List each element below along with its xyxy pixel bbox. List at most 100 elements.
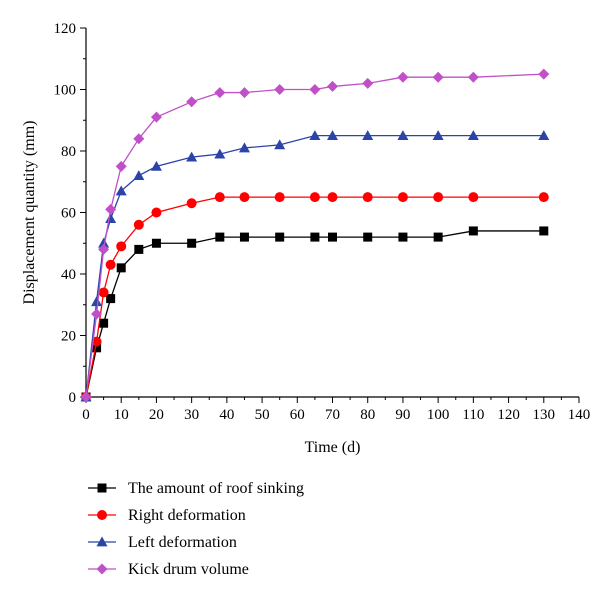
legend-label: The amount of roof sinking bbox=[128, 480, 304, 497]
x-tick-label: 80 bbox=[360, 407, 375, 423]
x-tick-label: 110 bbox=[462, 407, 484, 423]
data-point bbox=[186, 198, 197, 209]
data-point bbox=[133, 219, 144, 230]
x-tick-label: 0 bbox=[82, 407, 90, 423]
legend-marker bbox=[97, 483, 107, 493]
x-tick-label: 130 bbox=[533, 407, 556, 423]
data-point bbox=[327, 130, 338, 141]
data-point bbox=[275, 232, 285, 242]
data-point bbox=[432, 130, 444, 141]
legend-item: Left deformation bbox=[88, 534, 237, 551]
data-point bbox=[538, 192, 549, 203]
data-point bbox=[105, 203, 117, 215]
x-tick-label: 20 bbox=[149, 407, 164, 423]
legend-label: Left deformation bbox=[128, 534, 237, 551]
data-point bbox=[91, 336, 102, 347]
data-point bbox=[468, 192, 479, 203]
legend-item: Kick drum volume bbox=[88, 561, 249, 578]
y-axis-ticks: 0 20 40 60 80 100 120 bbox=[54, 21, 86, 406]
data-point bbox=[238, 87, 250, 99]
data-point bbox=[363, 232, 373, 242]
series-layer bbox=[80, 68, 550, 403]
data-point bbox=[327, 80, 338, 92]
data-point bbox=[467, 130, 479, 141]
y-tick-label: 0 bbox=[69, 390, 77, 406]
data-point bbox=[239, 192, 250, 203]
y-tick-label: 100 bbox=[54, 83, 77, 99]
data-point bbox=[309, 192, 320, 203]
data-point bbox=[150, 111, 162, 123]
x-tick-label: 120 bbox=[497, 407, 520, 423]
data-point bbox=[133, 170, 145, 180]
y-tick-label: 20 bbox=[61, 329, 76, 345]
data-point bbox=[133, 133, 145, 145]
series-4 bbox=[80, 68, 550, 403]
data-point bbox=[397, 192, 408, 203]
x-axis-title: Time (d) bbox=[305, 439, 361, 456]
data-point bbox=[274, 192, 285, 203]
data-point bbox=[105, 259, 116, 270]
data-point bbox=[328, 232, 337, 242]
y-axis-title: Displacement quantity (mm) bbox=[21, 121, 38, 305]
data-point bbox=[187, 238, 197, 248]
data-point bbox=[115, 185, 127, 196]
data-point bbox=[327, 192, 338, 203]
data-point bbox=[151, 207, 162, 218]
series-3 bbox=[80, 130, 550, 402]
legend-label: Right deformation bbox=[128, 507, 246, 524]
x-tick-label: 30 bbox=[184, 407, 199, 423]
data-point bbox=[238, 142, 250, 153]
series-line bbox=[85, 134, 544, 398]
legend-label: Kick drum volume bbox=[128, 561, 249, 578]
data-point bbox=[274, 139, 286, 150]
y-tick-label: 60 bbox=[61, 206, 76, 222]
x-tick-label: 90 bbox=[395, 407, 410, 423]
data-point bbox=[98, 287, 109, 298]
data-point bbox=[214, 192, 225, 203]
x-tick-label: 40 bbox=[219, 407, 234, 423]
data-point bbox=[99, 318, 109, 328]
y-tick-label: 120 bbox=[54, 21, 77, 37]
data-point bbox=[362, 77, 374, 89]
data-point bbox=[239, 232, 249, 242]
legend: The amount of roof sinking Right deformat… bbox=[88, 480, 304, 578]
data-point bbox=[309, 130, 321, 141]
data-point bbox=[105, 213, 117, 224]
series-line bbox=[85, 73, 544, 398]
data-point bbox=[116, 263, 126, 273]
data-point bbox=[215, 232, 225, 242]
data-point bbox=[310, 232, 320, 242]
y-tick-label: 40 bbox=[61, 267, 76, 283]
data-point bbox=[433, 192, 444, 203]
data-point bbox=[115, 160, 127, 172]
data-point bbox=[186, 96, 198, 108]
x-tick-label: 140 bbox=[568, 407, 591, 423]
legend-marker bbox=[97, 510, 107, 520]
data-point bbox=[134, 244, 144, 254]
data-point bbox=[214, 148, 226, 159]
series-1 bbox=[81, 226, 549, 402]
x-tick-label: 50 bbox=[255, 407, 270, 423]
data-point bbox=[92, 343, 102, 353]
data-point bbox=[80, 391, 92, 403]
legend-marker bbox=[96, 563, 108, 575]
data-point bbox=[186, 151, 198, 162]
x-tick-label: 70 bbox=[325, 407, 340, 423]
series-line bbox=[85, 230, 544, 398]
data-point bbox=[538, 130, 550, 141]
data-point bbox=[106, 294, 116, 304]
legend-item: Right deformation bbox=[88, 507, 246, 524]
data-point bbox=[116, 241, 127, 252]
y-tick-label: 80 bbox=[61, 144, 76, 160]
data-point bbox=[151, 238, 161, 248]
data-point bbox=[362, 192, 373, 203]
data-point bbox=[274, 84, 286, 95]
data-point bbox=[150, 160, 162, 171]
data-point bbox=[432, 71, 444, 83]
x-tick-label: 100 bbox=[427, 407, 450, 423]
data-point bbox=[98, 237, 110, 248]
data-point bbox=[91, 308, 103, 320]
data-point bbox=[539, 226, 549, 236]
data-point bbox=[433, 232, 443, 242]
